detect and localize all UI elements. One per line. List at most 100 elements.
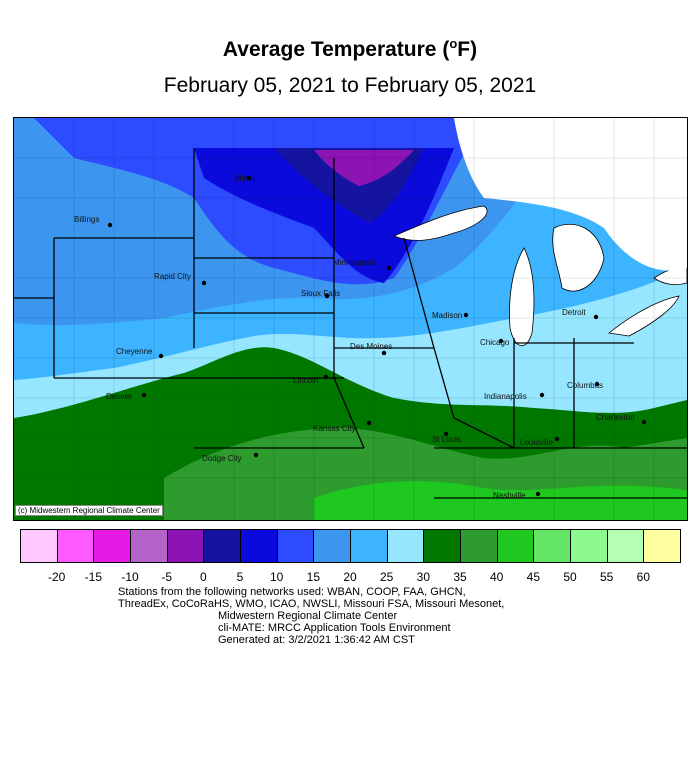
legend-swatch: [643, 529, 682, 563]
legend-swatch: [570, 529, 608, 563]
city-label: Minot: [235, 174, 255, 183]
legend-swatch: [606, 529, 645, 563]
city-label: Madison: [432, 311, 462, 320]
city-label: Minneapolis: [333, 258, 376, 267]
city-label: Rapid City: [154, 272, 191, 281]
legend-swatch: [533, 529, 572, 563]
title-unit: F): [457, 38, 478, 61]
city-dot: [158, 353, 164, 359]
legend-swatch: [276, 529, 315, 563]
legend-tick-label: 20: [343, 570, 357, 584]
legend-tick-label: -20: [47, 570, 66, 584]
city-label: Sioux Falls: [301, 289, 340, 298]
city-dot: [594, 381, 600, 387]
lake-superior: [392, 205, 488, 241]
footer-line-5: Generated at: 3/2/2021 1:36:42 AM CST: [218, 634, 415, 646]
city-dot: [386, 265, 392, 271]
city-dot: [324, 293, 330, 299]
legend-tick-label: 45: [526, 570, 541, 584]
city-dot: [323, 374, 329, 380]
city-dot: [498, 338, 504, 344]
city-dot: [366, 420, 372, 426]
city-label: Kansas City: [313, 424, 356, 433]
city-label: Indianapolis: [484, 392, 527, 401]
legend-tick-label: 35: [453, 570, 467, 584]
city-dot: [246, 175, 252, 181]
footer-line-2: ThreadEx, CoCoRaHS, WMO, ICAO, NWSLI, Mi…: [118, 598, 505, 610]
legend-swatch: [350, 529, 388, 563]
legend-swatch: [166, 529, 205, 563]
legend-tick-label: 10: [269, 570, 284, 584]
city-label: Dodge City: [202, 454, 242, 463]
degree-symbol: o: [449, 36, 458, 51]
legend-swatch: [20, 529, 58, 563]
lake-erie: [608, 295, 680, 337]
city-label: Charleston: [596, 413, 635, 422]
county-grid: [14, 118, 687, 520]
legend-tick-label: 60: [636, 570, 651, 584]
city-label: Cheyenne: [116, 347, 153, 356]
city-dot: [443, 431, 449, 437]
city-dot: [141, 392, 147, 398]
legend-tick-label: 0: [199, 570, 207, 584]
color-legend: [20, 529, 682, 563]
city-dot: [201, 280, 207, 286]
city-dot: [593, 314, 599, 320]
lake-ontario: [653, 266, 687, 285]
city-label: Chicago: [480, 338, 510, 347]
city-label: Billings: [74, 215, 99, 224]
city-label: Louisville: [520, 438, 553, 447]
city-dot: [253, 452, 259, 458]
city-label: Denver: [106, 392, 132, 401]
legend-tick-label: 50: [563, 570, 577, 584]
legend-tick-label: 5: [236, 570, 244, 584]
legend-swatch: [93, 529, 132, 563]
legend-swatch: [56, 529, 95, 563]
legend-ticks: -20 -15 -10 -5 0 5 10 15 20 25 30 35 40 45 50 55 60: [20, 570, 680, 586]
title-text: Average Temperature (: [222, 38, 450, 61]
outside-region: [454, 118, 687, 271]
legend-tick-label: 30: [416, 570, 431, 584]
city-label: Des Moines: [350, 342, 392, 351]
legend-swatch: [423, 529, 462, 563]
zone-40-45: [314, 481, 687, 520]
footer-line-3: Midwestern Regional Climate Center: [218, 610, 398, 622]
lake-huron: [552, 223, 605, 292]
legend-swatch: [203, 529, 242, 563]
city-dot: [554, 436, 560, 442]
city-dot: [539, 392, 545, 398]
legend-tick-label: -5: [161, 570, 172, 584]
legend-swatch: [130, 529, 168, 563]
city-label: St Louis: [432, 435, 461, 444]
city-label: Detroit: [562, 308, 586, 317]
temperature-map: Minot Billings Rapid City Minneapolis Sioux …: [13, 117, 688, 521]
map-title: Average Temperature (oF): [0, 36, 700, 62]
footer-line-4: cli-MATE: MRCC Application Tools Environ…: [218, 622, 451, 634]
legend-swatch: [496, 529, 535, 563]
city-label: Nashville: [493, 491, 526, 500]
legend-swatch: [313, 529, 352, 563]
legend-tick-label: 55: [599, 570, 614, 584]
city-label: Lincoln: [293, 376, 318, 385]
legend-tick-label: -15: [84, 570, 102, 584]
city-dot: [381, 350, 387, 356]
state-boundaries: [14, 148, 687, 499]
legend-tick-label: 15: [306, 570, 321, 584]
city-dot: [107, 222, 113, 228]
legend-swatch: [460, 529, 498, 563]
map-canvas: Minot Billings Rapid City Minneapolis Sioux …: [14, 118, 687, 520]
zone-neg5-0: [314, 150, 414, 186]
date-range-subtitle: February 05, 2021 to February 05, 2021: [163, 74, 537, 97]
city-markers: Minot Billings Rapid City Minneapolis Sioux …: [74, 174, 647, 500]
lake-michigan: [509, 247, 535, 346]
city-dot: [641, 419, 647, 425]
legend-swatch: [240, 529, 278, 563]
legend-tick-label: 25: [379, 570, 394, 584]
legend-tick-label: -10: [121, 570, 139, 584]
legend-tick-label: 40: [489, 570, 504, 584]
legend-swatch: [386, 529, 425, 563]
city-dot: [463, 312, 469, 318]
footer-notes: Stations from the following networks use…: [118, 586, 504, 646]
footer-line-1: Stations from the following networks use…: [118, 586, 466, 598]
copyright-credit: (c) Midwestern Regional Climate Center: [15, 505, 163, 516]
